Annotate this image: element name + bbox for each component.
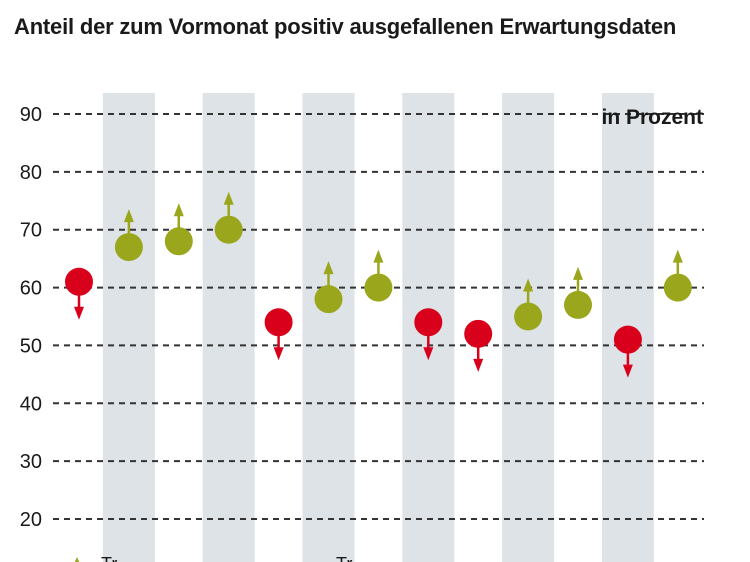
data-point [314,261,343,314]
down-arrow-icon [473,358,484,372]
data-point [264,308,293,361]
shaded-band [102,93,155,562]
y-tick-label: 80 [20,162,42,184]
up-arrow-icon [373,249,384,263]
up-arrow-icon [123,209,134,223]
down-arrow-icon [273,347,284,361]
legend-label: Tr [336,554,352,562]
unit-label: in Prozent [601,106,703,129]
y-tick-label: 30 [20,451,42,473]
y-tick-label: 20 [20,509,42,531]
data-point [663,249,692,302]
marker-dot [514,302,543,331]
up-arrow-icon [573,266,583,280]
data-point [114,209,143,262]
marker-dot [364,273,393,302]
marker-dot [164,227,193,256]
down-arrow-icon [74,306,84,320]
y-axis-ticks: 20 30 40 50 60 70 80 90 [20,104,42,531]
marker-dot [564,290,592,319]
data-point [464,319,493,372]
y-tick-label: 90 [20,104,42,126]
data-point [65,267,93,320]
up-arrow-icon [523,278,534,292]
marker-dot [464,319,493,348]
gridlines [53,113,704,520]
up-arrow-icon [672,249,683,263]
y-tick-label: 70 [20,220,42,242]
legend-label: Tr [101,554,117,562]
data-point [214,191,243,244]
legend: Tr Tr [74,554,352,562]
shaded-band [302,93,355,562]
up-arrow-icon [323,261,334,275]
data-point [613,325,642,378]
marker-dot [613,325,642,354]
up-arrow-icon [223,191,234,205]
data-point [564,266,592,319]
down-arrow-icon [622,364,633,378]
data-point [514,278,543,331]
data-point [414,308,443,361]
y-tick-label: 50 [20,335,42,357]
down-arrow-icon [423,347,434,361]
legend-up-arrow-icon [74,557,80,562]
marker-dot [65,267,93,296]
marker-dot [114,233,143,262]
shaded-bands [102,93,654,562]
shaded-band [202,93,255,562]
data-point [164,203,193,256]
data-point [364,249,393,302]
marker-dot [214,215,243,244]
y-tick-label: 60 [20,278,42,300]
data-markers [65,191,692,378]
y-tick-label: 40 [20,393,42,415]
chart-title: Anteil der zum Vormonat positiv ausgefal… [14,14,677,39]
up-arrow-icon [173,203,184,217]
marker-dot [314,285,343,314]
marker-dot [663,273,692,302]
marker-dot [264,308,293,337]
marker-dot [414,308,443,337]
